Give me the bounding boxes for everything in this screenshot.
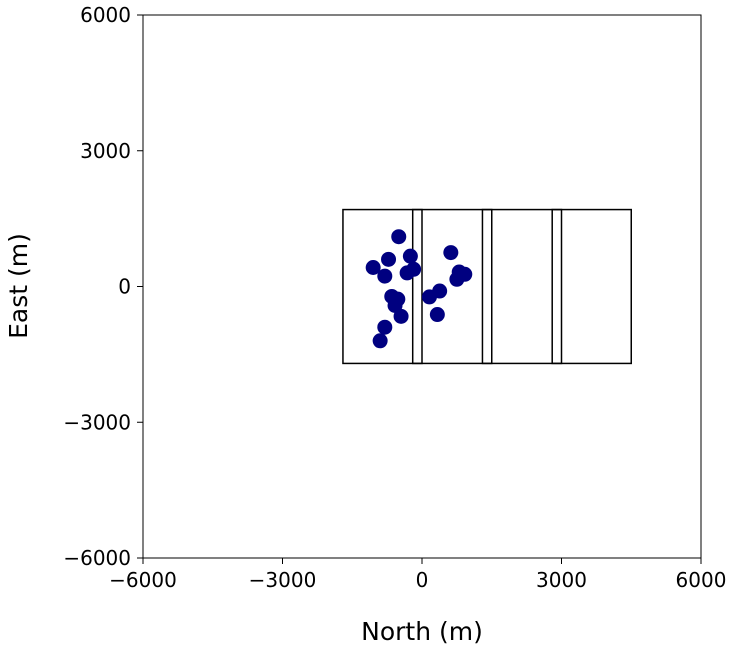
data-point xyxy=(372,333,388,349)
outline-rectangle xyxy=(481,208,493,365)
y-tick-label: −3000 xyxy=(63,410,131,434)
y-tick-label: 6000 xyxy=(80,3,131,27)
x-tick-label: 0 xyxy=(416,568,429,592)
x-tick-label: 3000 xyxy=(536,568,587,592)
y-tick-label: −6000 xyxy=(63,546,131,570)
y-tick-label: 3000 xyxy=(80,139,131,163)
data-point xyxy=(429,307,445,323)
data-point xyxy=(365,259,381,275)
y-axis: −6000 −3000 0 3000 6000 xyxy=(63,3,143,570)
data-point xyxy=(449,271,465,287)
data-point xyxy=(377,319,393,335)
x-axis: −6000 −3000 0 3000 6000 xyxy=(109,558,726,592)
rectangle-layer xyxy=(342,208,632,365)
data-point xyxy=(381,251,397,267)
outline-rectangle xyxy=(551,208,563,365)
y-tick-label: 0 xyxy=(118,275,131,299)
x-tick-label: −3000 xyxy=(249,568,317,592)
x-tick-label: 6000 xyxy=(676,568,727,592)
x-axis-title: North (m) xyxy=(361,617,483,646)
data-point xyxy=(406,261,422,277)
data-point xyxy=(421,289,437,305)
data-point xyxy=(377,268,393,284)
data-point xyxy=(391,229,407,245)
data-point xyxy=(393,308,409,324)
data-point xyxy=(443,245,459,261)
outline-rectangle xyxy=(411,208,423,365)
x-tick-label: −6000 xyxy=(109,568,177,592)
data-point xyxy=(402,248,418,264)
y-axis-title: East (m) xyxy=(4,233,33,339)
points-layer xyxy=(365,229,473,349)
